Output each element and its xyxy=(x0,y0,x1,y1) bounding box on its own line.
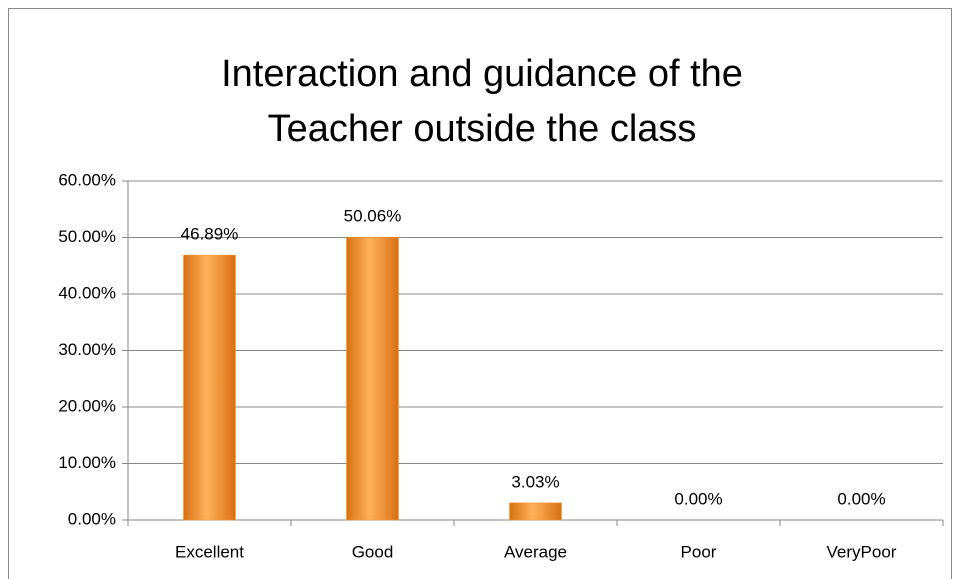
data-label: 46.89% xyxy=(181,225,239,244)
y-tick-label: 60.00% xyxy=(58,170,116,189)
y-tick-label: 50.00% xyxy=(58,227,116,246)
y-tick-label: 10.00% xyxy=(58,453,116,472)
bar xyxy=(509,502,562,521)
data-label: 50.06% xyxy=(344,207,402,226)
chart-title: Interaction and guidance of the xyxy=(221,53,743,95)
x-tick-label: Good xyxy=(352,542,394,561)
chart-title: Teacher outside the class xyxy=(268,108,697,150)
x-tick-label: Average xyxy=(504,542,567,561)
data-label: 0.00% xyxy=(837,489,885,508)
y-tick-label: 40.00% xyxy=(58,283,116,302)
bar xyxy=(183,254,236,521)
bar xyxy=(346,236,399,521)
y-tick-label: 30.00% xyxy=(58,340,116,359)
data-label: 3.03% xyxy=(511,472,559,491)
y-tick-label: 0.00% xyxy=(68,509,116,528)
x-tick-label: VeryPoor xyxy=(827,542,897,561)
x-tick-label: Excellent xyxy=(175,542,244,561)
y-tick-label: 20.00% xyxy=(58,396,116,415)
x-tick-label: Poor xyxy=(681,542,717,561)
data-label: 0.00% xyxy=(674,489,722,508)
